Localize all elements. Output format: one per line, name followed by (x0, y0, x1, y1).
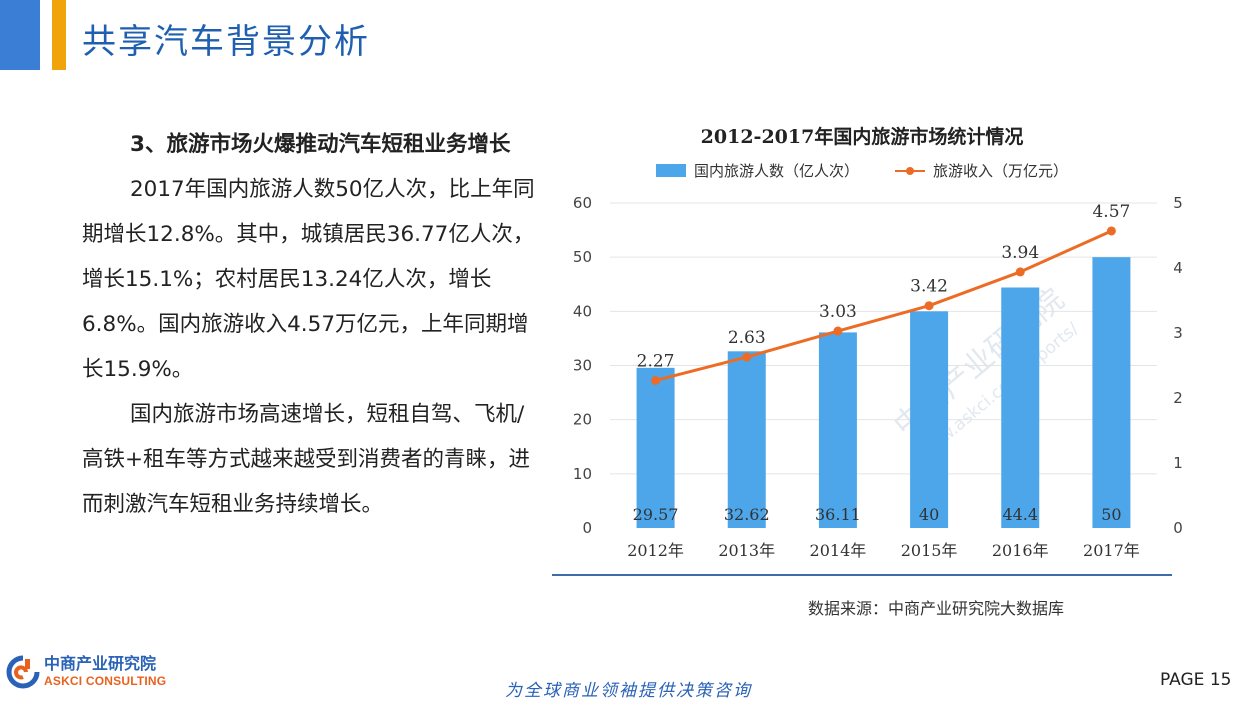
section-heading: 3、旅游市场火爆推动汽车短租业务增长 (130, 132, 511, 157)
body-text: 3、旅游市场火爆推动汽车短租业务增长 2017年国内旅游人数50亿人次，比上年同… (82, 122, 537, 527)
revenue-point (1015, 267, 1025, 277)
legend-bar-swatch (655, 164, 686, 177)
left-axis-tick: 50 (573, 248, 592, 266)
left-axis-tick: 40 (573, 302, 592, 320)
legend-item-visitors: 国内旅游人数（亿人次） (655, 160, 859, 181)
legend-item-revenue: 旅游收入（万亿元） (895, 160, 1068, 181)
line-data-label: 3.94 (1001, 243, 1039, 263)
line-data-label: 2.63 (728, 328, 766, 348)
paragraph-2: 国内旅游市场高速增长，短租自驾、飞机/高铁+租车等方式越来越受到消费者的青睐，进… (82, 402, 531, 517)
revenue-point (1106, 226, 1116, 236)
revenue-point (742, 352, 752, 362)
line-data-label: 4.57 (1092, 202, 1130, 222)
x-axis-tick: 2013年 (718, 541, 775, 560)
legend-label-revenue: 旅游收入（万亿元） (933, 162, 1069, 180)
data-source: 数据来源：中商产业研究院大数据库 (808, 599, 1065, 618)
revenue-point (924, 301, 934, 311)
chart-legend: 国内旅游人数（亿人次） 旅游收入（万亿元） (552, 160, 1172, 181)
footer-slogan: 为全球商业领袖提供决策咨询 (505, 681, 752, 701)
logo-name-cn: 中商产业研究院 (44, 654, 157, 673)
bar-data-label: 32.62 (724, 505, 770, 524)
title-accent-blue (0, 0, 40, 70)
bar-data-label: 44.4 (1002, 505, 1038, 524)
line-data-label: 2.27 (637, 351, 675, 371)
line-data-label: 3.42 (910, 277, 948, 297)
bar (910, 311, 949, 528)
chart-plot: 中商产业研究院www.askci.com/reports/01020304050… (552, 194, 1183, 576)
legend-line-swatch (895, 164, 925, 178)
chart-title: 2012-2017年国内旅游市场统计情况 (700, 126, 1024, 148)
bar (636, 367, 675, 528)
revenue-point (651, 375, 661, 385)
right-axis-tick: 1 (1173, 454, 1183, 472)
bar-data-label: 50 (1101, 505, 1121, 524)
left-axis-tick: 30 (573, 357, 592, 375)
bar-data-label: 36.11 (815, 505, 861, 524)
company-logo: 中商产业研究院 ASKCI CONSULTING (6, 655, 166, 689)
revenue-point (833, 326, 843, 336)
logo-name-en: ASKCI CONSULTING (44, 674, 167, 688)
bar (818, 332, 857, 528)
title-accent-orange (52, 0, 66, 70)
right-axis-tick: 5 (1173, 194, 1183, 212)
line-data-label: 3.03 (819, 302, 857, 322)
revenue-line (655, 229, 1113, 382)
right-axis-tick: 3 (1173, 324, 1183, 342)
bar-data-label: 29.57 (633, 505, 679, 524)
x-axis-tick: 2012年 (627, 541, 684, 560)
left-axis-tick: 60 (573, 194, 592, 212)
x-axis-tick: 2014年 (810, 541, 867, 560)
bar (1001, 287, 1040, 528)
bar (727, 351, 766, 528)
bar (1092, 257, 1131, 528)
page-number: PAGE 15 (1160, 670, 1232, 690)
left-axis-tick: 10 (573, 465, 592, 483)
paragraph-1: 2017年国内旅游人数50亿人次，比上年同期增长12.8%。其中，城镇居民36.… (82, 177, 535, 382)
right-axis-tick: 4 (1173, 259, 1183, 277)
x-axis-tick: 2016年 (992, 541, 1049, 560)
x-axis-tick: 2017年 (1083, 541, 1140, 560)
left-axis-tick: 0 (582, 519, 592, 537)
left-axis-tick: 20 (573, 411, 592, 429)
bar-data-label: 40 (919, 505, 939, 524)
x-axis-tick: 2015年 (901, 541, 958, 560)
right-axis-tick: 0 (1173, 519, 1183, 537)
page-title: 共享汽车背景分析 (82, 22, 370, 62)
logo-icon (6, 655, 40, 689)
right-axis-tick: 2 (1173, 389, 1183, 407)
legend-label-visitors: 国内旅游人数（亿人次） (693, 162, 859, 180)
